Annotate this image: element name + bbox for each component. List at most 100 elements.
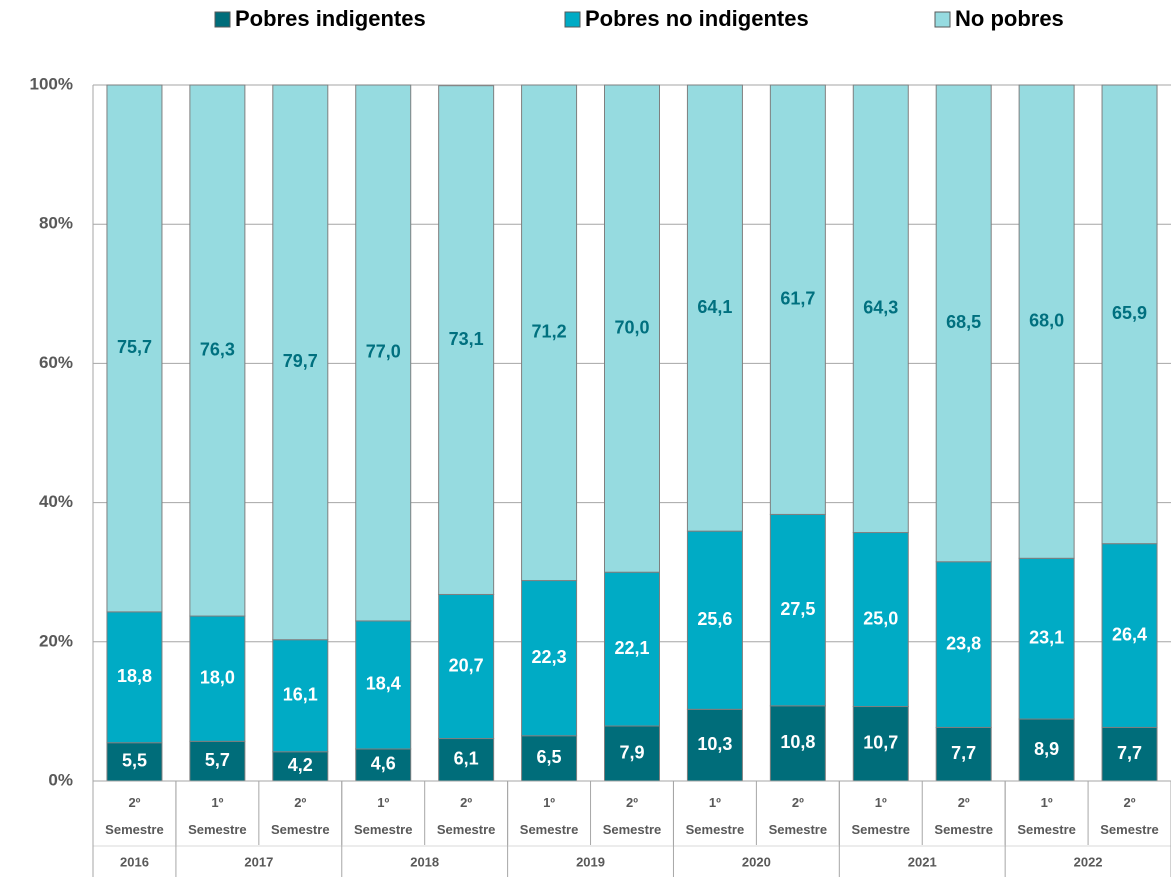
year-label: 2017 bbox=[244, 854, 273, 869]
bar-segment bbox=[604, 725, 660, 782]
value-label: 25,0 bbox=[863, 608, 898, 628]
value-label: 64,3 bbox=[863, 298, 898, 318]
y-tick-label: 60% bbox=[39, 353, 73, 372]
x-tick-label: 2º Semestre bbox=[1100, 795, 1159, 837]
value-label: 20,7 bbox=[449, 655, 484, 675]
bar-segment bbox=[852, 532, 909, 708]
bar-segment bbox=[769, 705, 826, 782]
x-tick-label: 2º Semestre bbox=[271, 795, 330, 837]
value-label: 4,6 bbox=[371, 754, 396, 774]
bar-segment bbox=[1018, 84, 1075, 559]
y-tick-label: 40% bbox=[39, 492, 73, 511]
year-label: 2019 bbox=[576, 854, 605, 869]
value-label: 65,9 bbox=[1112, 303, 1147, 323]
x-tick-label: 2º Semestre bbox=[602, 795, 662, 837]
value-label: 6,5 bbox=[537, 747, 562, 767]
year-label: 2022 bbox=[1074, 854, 1103, 869]
bar-segment bbox=[604, 84, 660, 573]
value-label: 64,1 bbox=[697, 297, 732, 317]
value-label: 76,3 bbox=[200, 339, 235, 359]
x-tick-label: 1º Semestre bbox=[851, 795, 911, 837]
bar-segment bbox=[852, 84, 909, 534]
x-tick-label: 2º Semestre bbox=[105, 795, 164, 837]
value-label: 10,7 bbox=[863, 733, 898, 753]
value-label: 23,8 bbox=[946, 633, 981, 653]
y-tick-label: 20% bbox=[39, 631, 73, 650]
value-label: 22,1 bbox=[614, 638, 649, 658]
value-label: 23,1 bbox=[1029, 627, 1064, 647]
value-label: 6,1 bbox=[454, 749, 479, 769]
x-tick-label: 1º Semestre bbox=[188, 795, 247, 837]
bar-segment bbox=[521, 735, 578, 782]
bar-segment bbox=[521, 84, 578, 582]
bar-segment bbox=[852, 706, 909, 782]
bar-segment bbox=[604, 571, 660, 727]
value-label: 68,5 bbox=[946, 312, 981, 332]
year-label: 2016 bbox=[120, 854, 149, 869]
bar-segment bbox=[1101, 84, 1158, 545]
value-label: 18,8 bbox=[117, 666, 152, 686]
bar-segment bbox=[106, 84, 163, 613]
bar-segment bbox=[686, 84, 743, 532]
legend-swatch bbox=[564, 11, 581, 28]
value-label: 16,1 bbox=[283, 684, 318, 704]
value-label: 77,0 bbox=[366, 342, 401, 362]
value-label: 10,8 bbox=[780, 732, 815, 752]
year-label: 2018 bbox=[410, 854, 439, 869]
bar-segment bbox=[1018, 718, 1075, 782]
value-label: 79,7 bbox=[283, 351, 318, 371]
bar-segment bbox=[189, 615, 246, 742]
x-tick-label: 2º Semestre bbox=[768, 795, 828, 837]
bar-segment bbox=[438, 738, 495, 782]
x-tick-label: 1º Semestre bbox=[685, 795, 745, 837]
value-label: 61,7 bbox=[780, 288, 815, 308]
bar-segment bbox=[355, 84, 412, 622]
x-tick-label: 1º Semestre bbox=[353, 795, 413, 837]
bar-segment bbox=[686, 708, 743, 782]
legend-swatch bbox=[934, 11, 951, 28]
bar-segment bbox=[769, 513, 826, 707]
x-tick-label: 2º Semestre bbox=[934, 795, 993, 837]
value-label: 27,5 bbox=[780, 599, 815, 619]
value-label: 7,7 bbox=[1117, 743, 1142, 763]
legend-label: Pobres no indigentes bbox=[585, 6, 809, 31]
value-label: 68,0 bbox=[1029, 310, 1064, 330]
value-label: 73,1 bbox=[449, 329, 484, 349]
y-tick-label: 80% bbox=[39, 214, 73, 233]
bar-segment bbox=[106, 611, 163, 744]
x-tick-label: 1º Semestre bbox=[519, 795, 579, 837]
bar-segment bbox=[272, 84, 329, 641]
value-label: 10,3 bbox=[697, 734, 732, 754]
bar-segment bbox=[935, 84, 992, 563]
bar-segment bbox=[438, 85, 495, 595]
value-label: 22,3 bbox=[532, 647, 567, 667]
year-label: 2020 bbox=[742, 854, 771, 869]
legend-swatch bbox=[214, 11, 231, 28]
y-tick-label: 0% bbox=[48, 770, 73, 789]
bar-segment bbox=[935, 561, 992, 728]
value-label: 7,7 bbox=[951, 743, 976, 763]
value-label: 25,6 bbox=[697, 609, 732, 629]
value-label: 4,2 bbox=[288, 755, 313, 775]
value-label: 7,9 bbox=[619, 742, 644, 762]
bar-segment bbox=[189, 84, 246, 617]
x-tick-label: 2º Semestre bbox=[436, 795, 496, 837]
year-label: 2021 bbox=[908, 854, 937, 869]
legend-label: No pobres bbox=[955, 6, 1064, 31]
value-label: 5,7 bbox=[205, 750, 230, 770]
bar-segment bbox=[272, 639, 329, 753]
bar-segment bbox=[521, 580, 578, 737]
value-label: 75,7 bbox=[117, 337, 152, 357]
value-label: 18,0 bbox=[200, 667, 235, 687]
value-label: 18,4 bbox=[366, 674, 401, 694]
value-label: 70,0 bbox=[614, 317, 649, 337]
value-label: 26,4 bbox=[1112, 624, 1147, 644]
value-label: 5,5 bbox=[122, 751, 147, 771]
x-tick-label: 1º Semestre bbox=[1017, 795, 1076, 837]
y-tick-label: 100% bbox=[30, 74, 73, 93]
value-label: 8,9 bbox=[1034, 739, 1059, 759]
bar-segment bbox=[769, 84, 826, 515]
bar-segment bbox=[686, 530, 743, 710]
